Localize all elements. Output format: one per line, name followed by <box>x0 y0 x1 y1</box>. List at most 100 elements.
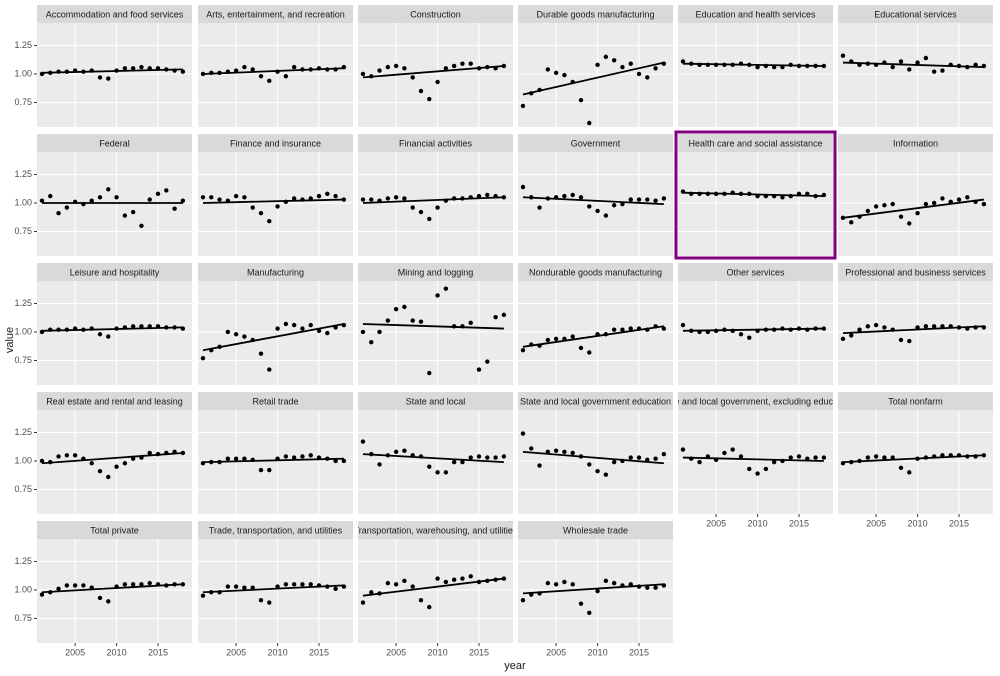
point <box>587 204 592 209</box>
point <box>300 582 305 587</box>
point <box>427 96 432 102</box>
panel-background <box>838 152 993 256</box>
point <box>645 585 650 590</box>
point <box>738 332 744 337</box>
panel-background <box>198 281 353 385</box>
point <box>907 67 912 72</box>
point <box>283 74 289 79</box>
point <box>730 447 735 452</box>
point <box>468 574 473 579</box>
point <box>267 367 272 372</box>
point <box>393 582 399 587</box>
facet: Total private 0.75 1.00 1.25 2005 2010 2015 <box>14 521 192 657</box>
facet: Wholesale trade 2005 2010 2015 <box>518 521 673 657</box>
point <box>72 453 78 458</box>
point <box>97 595 103 601</box>
facet-strip <box>358 263 513 281</box>
facet-strip <box>198 263 353 281</box>
point <box>267 600 272 605</box>
point <box>545 580 551 586</box>
point <box>64 453 70 458</box>
point <box>611 327 617 332</box>
point <box>468 320 473 326</box>
point <box>755 64 760 70</box>
point <box>291 322 297 328</box>
point <box>873 454 879 459</box>
point <box>283 321 289 327</box>
x-tick-label: 2010 <box>107 647 127 657</box>
facet-strip <box>198 521 353 539</box>
facet-strip <box>358 5 513 23</box>
point <box>291 455 297 460</box>
point <box>209 195 214 200</box>
y-tick-label: 1.25 <box>14 298 32 308</box>
x-tick-label: 2010 <box>588 647 608 657</box>
point <box>485 455 490 460</box>
panel-background <box>838 23 993 127</box>
facet-strip <box>37 134 192 152</box>
point <box>738 454 744 459</box>
point <box>114 195 119 200</box>
point <box>377 329 382 335</box>
facet-title: Other services <box>726 267 785 277</box>
point <box>620 327 625 332</box>
point <box>570 450 575 456</box>
point <box>611 459 617 465</box>
facet: Arts, entertainment, and recreation <box>198 5 353 127</box>
point <box>865 324 871 329</box>
point <box>122 461 128 466</box>
point <box>603 472 609 477</box>
x-tick-label: 2015 <box>469 647 489 657</box>
point <box>341 458 347 464</box>
point <box>476 367 482 372</box>
trend-line <box>202 198 344 204</box>
point <box>940 68 945 73</box>
point <box>393 63 399 69</box>
trend-line <box>362 196 504 204</box>
point <box>291 64 297 70</box>
point <box>325 191 330 197</box>
point <box>81 583 86 588</box>
point <box>333 586 338 592</box>
point <box>106 76 111 81</box>
facet: Finance and insurance <box>198 134 353 256</box>
point <box>427 604 432 610</box>
facet-strip <box>37 263 192 281</box>
point <box>485 359 490 364</box>
point <box>443 66 449 71</box>
point <box>865 208 871 214</box>
facet-strip <box>838 263 993 281</box>
point <box>722 450 727 456</box>
facet-title: Trade, transportation, and utilities <box>209 525 343 535</box>
facet: Educational services <box>838 5 993 127</box>
point <box>873 322 879 328</box>
point <box>653 66 658 71</box>
point <box>628 582 633 587</box>
point <box>427 464 432 469</box>
trend-line <box>522 583 664 595</box>
point <box>553 582 559 587</box>
point <box>537 463 542 468</box>
trend-line <box>842 325 984 335</box>
point <box>233 332 239 337</box>
x-tick-label: 2015 <box>789 518 809 528</box>
point <box>369 590 374 595</box>
point <box>661 451 667 457</box>
y-tick-label: 1.00 <box>14 455 32 465</box>
point <box>628 326 633 331</box>
point <box>451 577 457 582</box>
panel-background <box>518 281 673 385</box>
point <box>898 337 904 343</box>
point <box>890 201 895 207</box>
point <box>385 196 391 201</box>
point <box>940 196 945 201</box>
point <box>418 209 424 215</box>
x-tick-label: 2010 <box>748 518 768 528</box>
facet: Construction <box>358 5 513 127</box>
point <box>139 64 144 70</box>
point <box>147 197 152 202</box>
point <box>435 205 440 210</box>
facet-title: Nondurable goods manufacturing <box>529 267 662 277</box>
point <box>106 474 111 480</box>
point <box>250 67 255 72</box>
